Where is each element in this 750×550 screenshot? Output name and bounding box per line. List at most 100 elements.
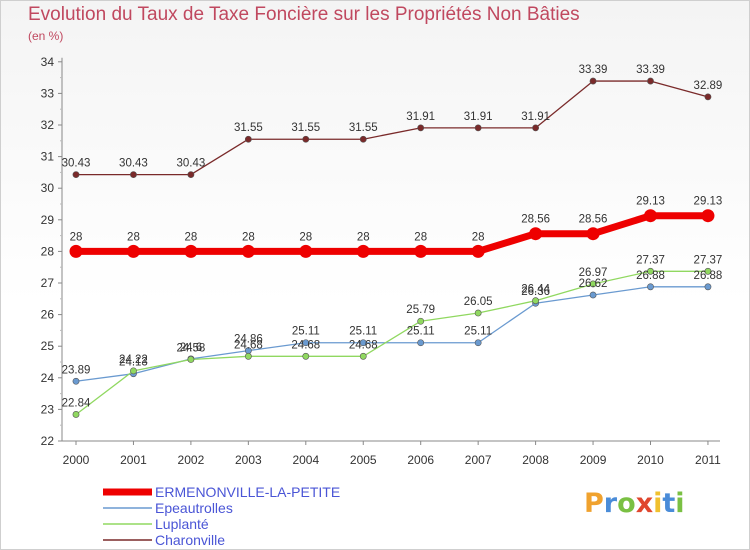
data-point	[529, 227, 543, 241]
data-label: 28	[127, 231, 140, 243]
data-label: 24.68	[291, 339, 320, 351]
series-line-epeautrolles	[75, 286, 708, 382]
y-tick-label: 26	[41, 308, 55, 322]
x-tick-label: 2002	[178, 453, 205, 467]
data-label: 28.56	[521, 214, 550, 226]
x-tick-label: 2000	[63, 453, 90, 467]
y-tick-label: 30	[41, 181, 55, 195]
x-tick-label: 2005	[350, 453, 377, 467]
data-label: 31.91	[464, 111, 493, 123]
unit-label: (en %)	[28, 29, 64, 43]
x-tick-label: 2001	[120, 453, 147, 467]
data-point	[417, 339, 425, 347]
data-point	[532, 124, 539, 132]
x-tick-label: 2003	[235, 453, 262, 467]
data-label: 28	[357, 231, 370, 243]
data-label: 27.37	[694, 254, 723, 266]
data-point	[417, 317, 425, 325]
data-label: 28	[185, 231, 198, 243]
y-tick-label: 34	[41, 55, 55, 69]
data-label: 25.79	[406, 304, 435, 316]
data-point	[474, 339, 482, 347]
data-label: 26.97	[579, 267, 608, 279]
data-label: 22.84	[62, 397, 91, 409]
x-tick-label: 2004	[292, 453, 319, 467]
data-point	[647, 77, 654, 85]
data-point	[302, 352, 310, 360]
y-tick-label: 27	[41, 276, 55, 290]
data-label: 31.55	[291, 122, 320, 134]
data-label: 23.89	[62, 364, 91, 376]
data-point	[471, 244, 485, 258]
chart-title: Evolution du Taux de Taxe Foncière sur l…	[28, 4, 580, 25]
data-label: 28	[414, 231, 427, 243]
data-point	[647, 283, 654, 291]
data-point	[644, 209, 657, 223]
y-tick-label: 32	[41, 118, 55, 132]
series-line-charonville	[76, 80, 709, 176]
data-point	[589, 291, 597, 299]
data-label: 28	[242, 231, 255, 243]
series-line-luplant-	[75, 270, 708, 415]
series-layer	[69, 77, 715, 418]
data-label: 24.6	[180, 342, 202, 354]
data-label: 33.39	[636, 64, 665, 76]
x-tick-label: 2006	[407, 453, 434, 467]
data-label: 26.05	[464, 296, 493, 308]
legend-label: Charonville	[155, 532, 225, 548]
data-point	[359, 135, 367, 143]
data-label: 25.11	[292, 326, 320, 338]
legend: ERMENONVILLE-LA-PETITEEpeautrollesLuplan…	[103, 484, 340, 548]
legend-label: ERMENONVILLE-LA-PETITE	[155, 484, 340, 500]
data-point	[302, 339, 310, 347]
data-point	[302, 135, 310, 143]
data-point	[417, 124, 425, 132]
data-point	[130, 367, 137, 375]
y-tick-label: 24	[41, 371, 55, 385]
data-label: 27.37	[636, 254, 665, 266]
data-label: 28.56	[579, 214, 608, 226]
data-label: 31.55	[349, 122, 378, 134]
data-point	[359, 339, 367, 347]
y-tick-label: 28	[41, 244, 55, 258]
data-point	[187, 171, 195, 179]
data-label: 26.36	[521, 286, 550, 298]
data-point	[589, 280, 597, 288]
data-label: 24.86	[234, 334, 263, 346]
legend-label: Luplanté	[155, 516, 209, 532]
data-point	[647, 267, 654, 275]
data-point	[184, 244, 198, 258]
x-tick-label: 2011	[695, 453, 721, 467]
y-tick-label: 33	[41, 86, 55, 100]
data-point	[130, 171, 137, 179]
data-labels: 30.43 30.43 30.43 31.55 31.55 31.55 31.91 31.91…	[62, 64, 723, 409]
data-point	[589, 77, 597, 85]
data-label: 24.68	[349, 339, 378, 351]
data-label: 31.91	[521, 111, 550, 123]
data-point	[126, 244, 140, 258]
y-tick-label: 31	[41, 150, 55, 164]
data-label: 31.55	[234, 122, 263, 134]
y-tick-label: 29	[41, 213, 55, 227]
x-tick-label: 2010	[637, 453, 664, 467]
x-tick-label: 2008	[522, 453, 549, 467]
x-tick-label: 2009	[580, 453, 607, 467]
data-point	[701, 209, 715, 223]
data-label: 24.13	[119, 357, 148, 369]
data-point	[586, 227, 600, 241]
data-point	[356, 244, 370, 258]
data-point	[72, 411, 80, 418]
data-point	[299, 244, 313, 258]
data-label: 24.58	[177, 342, 206, 354]
data-point	[359, 352, 367, 360]
data-label: 24.68	[234, 339, 263, 351]
data-point	[241, 244, 255, 258]
data-point	[704, 267, 712, 275]
data-label: 29.13	[694, 196, 723, 208]
data-point	[72, 377, 80, 385]
data-label: 33.39	[579, 64, 608, 76]
legend-label: Epeautrolles	[155, 500, 233, 516]
data-label: 30.43	[177, 158, 206, 170]
axes: 22 23 24 25 26 27 28 29 30 31 32 33 34 2000 2001 2002 20…	[41, 55, 722, 467]
